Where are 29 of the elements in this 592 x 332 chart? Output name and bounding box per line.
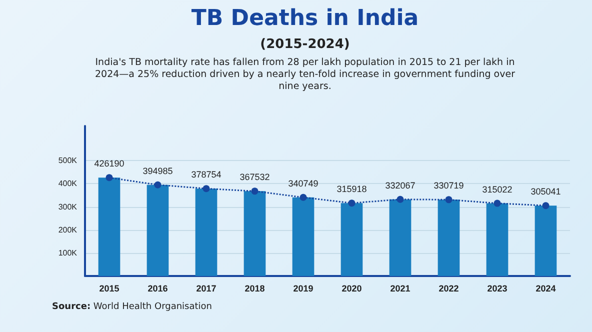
chart-subtitle: (2015-2024) bbox=[259, 37, 351, 52]
data-label: 332067 bbox=[385, 180, 416, 190]
x-tick-label: 2020 bbox=[342, 284, 362, 294]
data-label: 315022 bbox=[482, 184, 512, 194]
chart-title: TB Deaths in India bbox=[190, 6, 420, 31]
y-tick-label: 100K bbox=[58, 248, 78, 258]
data-label: 305041 bbox=[530, 186, 561, 197]
data-label: 315918 bbox=[336, 184, 367, 194]
y-tick-label: 400K bbox=[58, 179, 78, 188]
x-tick-label: 2024 bbox=[536, 284, 556, 294]
y-tick-label: 200K bbox=[58, 225, 78, 234]
y-tick-label: 300K bbox=[58, 202, 78, 212]
data-label: 394985 bbox=[142, 166, 173, 176]
x-tick-label: 2017 bbox=[196, 284, 216, 294]
x-tick-label: 2023 bbox=[487, 284, 508, 294]
text: India's TB mortality rate has fallen from 28 per lakh population in 2015 to 21 per lakh in 2024—a 25% reduction driven by a nearly ten-fold increase in government funding over nine years. bbox=[94, 57, 516, 93]
x-tick-label: 2016 bbox=[148, 284, 168, 294]
data-label: 340749 bbox=[288, 178, 318, 188]
x-tick-label: 2018 bbox=[244, 284, 265, 294]
x-tick-label: 2021 bbox=[390, 284, 410, 294]
source-note: Source: World Health Organisation bbox=[52, 302, 212, 312]
data-label: 330719 bbox=[434, 180, 464, 191]
data-label: 367532 bbox=[240, 172, 270, 182]
data-label: 378754 bbox=[191, 170, 222, 180]
x-tick-label: 2019 bbox=[293, 284, 314, 294]
x-tick-label: 2022 bbox=[438, 284, 459, 294]
y-tick-label: 500K bbox=[58, 156, 78, 166]
x-tick-label: 2015 bbox=[99, 284, 120, 294]
data-label: 426190 bbox=[94, 158, 124, 169]
